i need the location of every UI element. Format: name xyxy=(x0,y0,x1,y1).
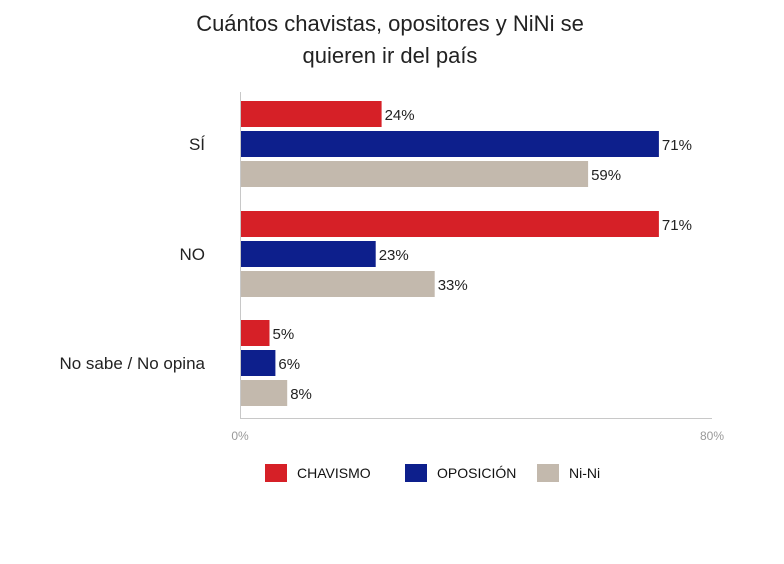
legend-label-nini: Ni-Ni xyxy=(569,465,601,481)
data-label-ni-ni-no-sabe-no-opina: 8% xyxy=(290,386,312,403)
chart-legend: CHAVISMO OPOSICIÓN Ni-Ni xyxy=(0,464,784,488)
bar-ni-ni-si xyxy=(241,161,589,187)
data-label-ni-ni-no: 33% xyxy=(438,277,468,294)
bar-chavismo-no xyxy=(241,211,659,237)
legend-item-nini: Ni-Ni xyxy=(537,464,600,482)
bar-oposicion-no-sabe-no-opina xyxy=(241,350,276,376)
bar-oposicion-si xyxy=(241,131,659,157)
data-label-chavismo-si: 24% xyxy=(385,107,415,124)
chart-title: Cuántos chavistas, opositores y NiNi se … xyxy=(170,8,610,72)
legend-item-chavismo: CHAVISMO xyxy=(265,464,371,482)
legend-swatch-nini xyxy=(537,464,559,482)
legend-label-chavismo: CHAVISMO xyxy=(297,465,371,481)
data-label-oposicion-no: 23% xyxy=(379,247,409,264)
x-tick-label-1: 80% xyxy=(700,429,724,443)
bar-ni-ni-no-sabe-no-opina xyxy=(241,380,288,406)
bar-ni-ni-no xyxy=(241,271,435,297)
legend-swatch-chavismo xyxy=(265,464,287,482)
data-label-oposicion-no-sabe-no-opina: 6% xyxy=(278,356,300,373)
category-label-no-sabe-no-opina: No sabe / No opina xyxy=(59,354,205,373)
bar-oposicion-no xyxy=(241,241,376,267)
category-label-si: SÍ xyxy=(189,135,205,154)
legend-item-oposicion: OPOSICIÓN xyxy=(405,464,516,482)
bar-chavismo-no-sabe-no-opina xyxy=(241,320,270,346)
bar-chart: 0% 80% SÍ 24% 71% 59% NO 71% 23% 33% No sabe / No … xyxy=(59,92,724,443)
bar-chavismo-si xyxy=(241,101,382,127)
data-label-chavismo-no-sabe-no-opina: 5% xyxy=(273,326,295,343)
legend-label-oposicion: OPOSICIÓN xyxy=(437,465,517,481)
x-tick-label-0: 0% xyxy=(231,429,249,443)
category-label-no: NO xyxy=(180,245,206,264)
data-label-ni-ni-si: 59% xyxy=(591,167,621,184)
data-label-oposicion-si: 71% xyxy=(662,137,692,154)
data-label-chavismo-no: 71% xyxy=(662,217,692,234)
chart-title-line-1: Cuántos chavistas, opositores y NiNi se xyxy=(196,11,584,36)
legend-swatch-oposicion xyxy=(405,464,427,482)
chart-title-line-2: quieren ir del país xyxy=(302,43,478,68)
